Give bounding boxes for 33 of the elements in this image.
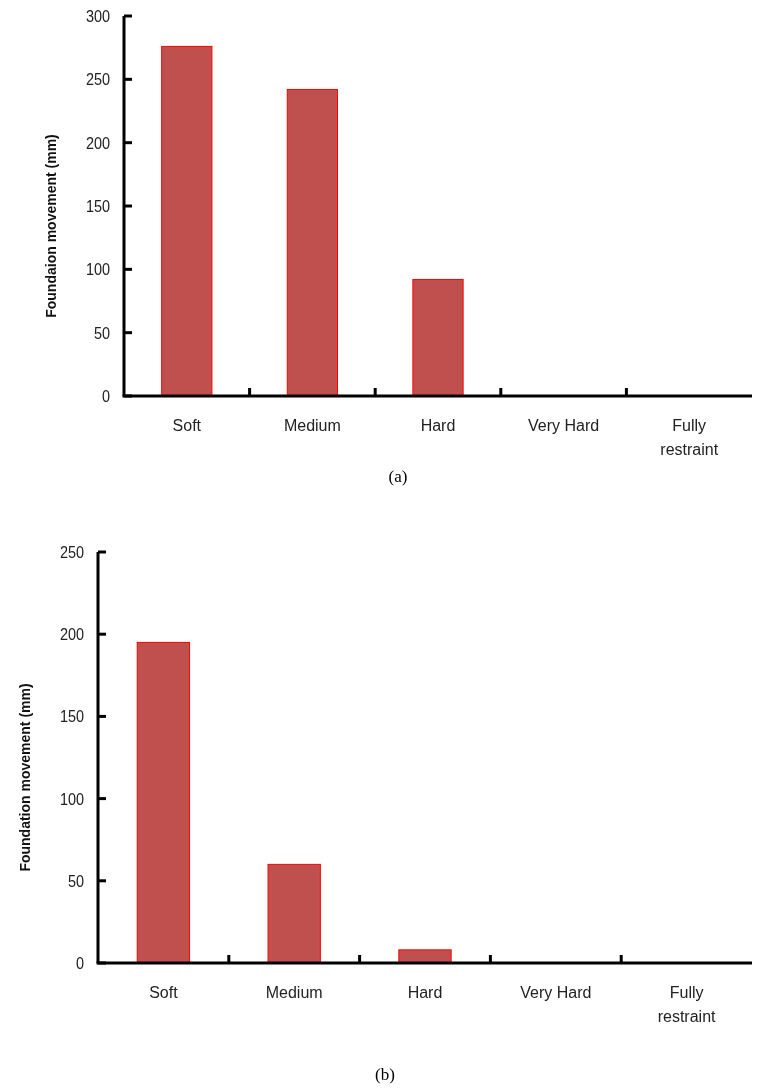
x-tick-label: Fully restraint	[657, 984, 717, 1025]
x-tick-label: Medium	[265, 984, 323, 1001]
y-tick-label: 100	[59, 789, 85, 808]
bar	[161, 45, 213, 397]
y-tick-label: 250	[59, 542, 85, 562]
x-tick-label: Hard	[407, 984, 443, 1001]
y-tick-label: 0	[101, 386, 111, 406]
y-tick-label: 300	[85, 6, 111, 26]
y-tick-label: 100	[85, 260, 111, 279]
bar	[267, 863, 321, 964]
y-tick-label: 0	[75, 953, 85, 973]
bar	[412, 278, 464, 397]
y-tick-label: 200	[85, 133, 111, 152]
x-tick-label: Medium	[283, 417, 341, 434]
x-tick-label: Soft	[172, 417, 202, 434]
y-tick-label: 50	[67, 871, 85, 890]
y-tick-label: 250	[85, 70, 111, 89]
x-tick-label: Hard	[420, 417, 456, 434]
text: (a)	[388, 467, 408, 486]
bar	[286, 88, 339, 397]
y-axis-title: Foundation movement (mm)	[17, 683, 33, 872]
y-tick-label: 150	[59, 707, 85, 726]
x-tick-label: Very Hard	[528, 417, 600, 434]
bar	[398, 949, 452, 964]
y-tick-label: 150	[85, 196, 111, 216]
x-tick-label: Fully restraint	[660, 417, 719, 458]
y-axis-title: Foundaion movement (mm)	[43, 134, 59, 318]
y-tick-label: 50	[93, 323, 111, 342]
x-tick-label: Very Hard	[520, 984, 592, 1001]
text: (b)	[375, 1065, 395, 1084]
y-tick-label: 200	[59, 625, 85, 644]
bar	[136, 641, 191, 964]
x-tick-label: Soft	[149, 984, 179, 1001]
